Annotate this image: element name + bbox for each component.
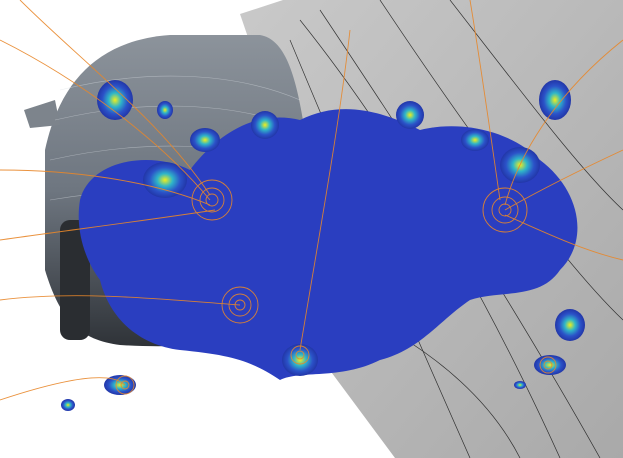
- car-wheel: [60, 220, 90, 340]
- car-mirror: [24, 100, 60, 128]
- streamlines: [0, 0, 623, 401]
